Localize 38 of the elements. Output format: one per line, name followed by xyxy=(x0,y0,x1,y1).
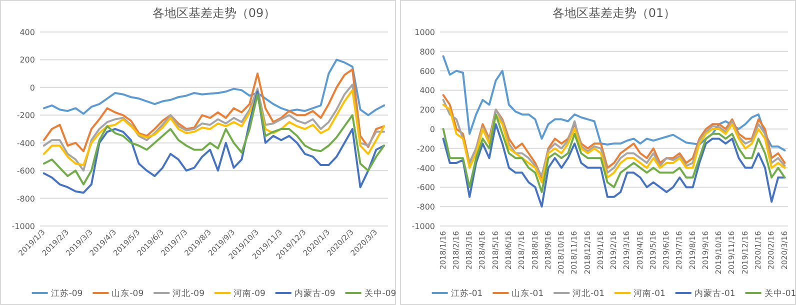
y-tick-label: -1000 xyxy=(412,222,435,231)
legend-label: 内蒙古-01 xyxy=(694,288,736,299)
y-tick-label: 0 xyxy=(30,83,35,92)
y-tick-label: 200 xyxy=(20,56,35,65)
y-tick-label: 800 xyxy=(420,47,435,56)
y-tick-label: -1000 xyxy=(12,222,35,231)
y-tick-label: -600 xyxy=(416,183,435,192)
y-tick-label: -800 xyxy=(16,194,35,204)
legend-label: 江苏-09 xyxy=(50,288,83,299)
legend-label: 关中-01 xyxy=(764,288,796,299)
legend-label: 河北-09 xyxy=(172,288,204,299)
line-series xyxy=(42,68,386,152)
y-tick-label: -400 xyxy=(16,138,35,148)
legend-label: 河南-01 xyxy=(634,288,666,299)
y-tick-label: -400 xyxy=(416,164,435,173)
y-tick-label: -800 xyxy=(416,202,435,212)
y-tick-label: 600 xyxy=(420,66,435,76)
legend-label: 内蒙古-09 xyxy=(294,288,336,299)
legend-label: 关中-09 xyxy=(364,288,396,299)
y-tick-label: 400 xyxy=(20,28,35,37)
chart-title: 各地区基差走势（01） xyxy=(552,6,676,20)
line-series xyxy=(442,113,786,194)
y-tick-label: -200 xyxy=(416,144,435,154)
y-tick-label: 0 xyxy=(430,125,435,134)
line-series xyxy=(442,55,786,152)
y-tick-label: 400 xyxy=(420,86,435,96)
legend-label: 河北-01 xyxy=(572,288,604,299)
legend-label: 山东-01 xyxy=(512,288,544,299)
legend-label: 山东-09 xyxy=(112,288,144,299)
legend-label: 江苏-01 xyxy=(450,288,483,299)
line-series xyxy=(42,58,386,116)
chart-title: 各地区基差走势（09） xyxy=(152,6,276,20)
y-tick-label: -600 xyxy=(16,166,35,176)
legend-label: 河南-09 xyxy=(234,288,266,299)
y-tick-label: 1000 xyxy=(414,28,435,37)
y-tick-label: 200 xyxy=(420,106,435,115)
line-series xyxy=(442,123,786,208)
y-tick-label: -200 xyxy=(16,111,35,120)
